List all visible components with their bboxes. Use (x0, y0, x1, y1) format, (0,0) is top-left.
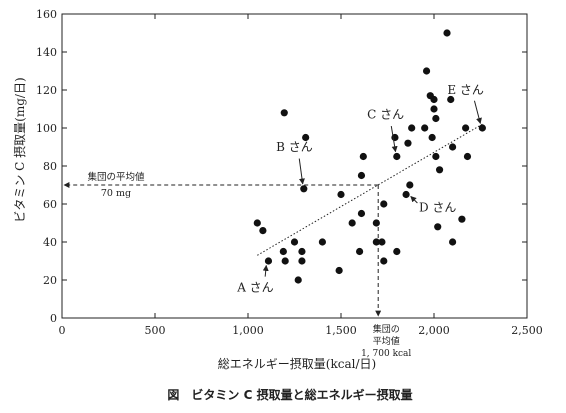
data-point (463, 152, 472, 161)
y-tick-label: 140 (36, 46, 57, 59)
figure-caption: 図 ビタミン C 摂取量と総エネルギー摂取量 (167, 387, 412, 402)
person-annotation-label: D さん (419, 201, 456, 215)
data-point (279, 247, 287, 256)
trend-line (257, 123, 483, 256)
data-point (443, 29, 451, 37)
x-tick-label: 1,500 (325, 324, 357, 337)
person-annotation-arrow (262, 264, 269, 277)
person-annotation-arrow (473, 100, 482, 125)
data-point (434, 223, 442, 231)
data-point (357, 209, 366, 218)
data-point (335, 266, 343, 275)
data-point (253, 219, 261, 227)
data-point (372, 238, 380, 246)
person-annotation-arrow (410, 195, 418, 204)
data-point (428, 133, 436, 142)
y-tick-label: 120 (36, 84, 57, 97)
data-point (357, 171, 366, 180)
data-point (318, 238, 326, 246)
data-point (337, 190, 345, 199)
data-point (372, 219, 380, 227)
mean-x-label: 集団の (373, 323, 400, 335)
mean-x-label: 平均値 (373, 335, 400, 347)
data-point (478, 124, 486, 132)
y-tick-label: 160 (36, 8, 57, 21)
data-point (259, 227, 267, 235)
data-point (380, 200, 388, 208)
data-point (348, 219, 356, 227)
mean-y-label: 集団の平均値 (87, 171, 145, 183)
data-point (380, 257, 388, 265)
data-point (298, 257, 306, 265)
y-tick-label: 80 (43, 160, 57, 173)
person-annotation-arrow (298, 158, 305, 185)
x-tick-label: 2,000 (418, 324, 450, 337)
person-annotation-label: A さん (236, 280, 273, 294)
data-point (422, 67, 431, 75)
x-tick-label: 500 (145, 324, 166, 337)
person-annotation-label: E さん (447, 83, 484, 97)
data-point (393, 247, 401, 256)
mean-x-label: 1, 700 kcal (361, 349, 411, 359)
person-annotation-label: B さん (276, 140, 313, 154)
data-point (294, 276, 302, 284)
data-point (359, 152, 367, 161)
data-point (430, 95, 438, 104)
data-point (393, 152, 401, 161)
data-point (264, 257, 273, 265)
data-point (432, 152, 440, 161)
data-point (449, 143, 457, 151)
data-point (421, 124, 429, 132)
x-tick-label: 1,000 (232, 324, 264, 337)
data-point (281, 257, 289, 265)
data-point (302, 133, 310, 142)
y-tick-label: 40 (43, 236, 57, 249)
plot-frame (61, 13, 528, 319)
data-point (280, 109, 288, 117)
data-point (447, 95, 455, 104)
y-tick-label: 60 (43, 198, 57, 211)
data-point (290, 238, 299, 246)
data-point (378, 238, 386, 246)
mean-y-value-label: 70 mg (101, 188, 131, 199)
data-point (406, 181, 414, 189)
y-tick-label: 100 (36, 122, 57, 135)
data-point (300, 185, 308, 193)
data-point (402, 190, 410, 199)
person-annotation-label: C さん (367, 108, 404, 122)
data-point (449, 238, 457, 246)
y-axis-label: ビタミン C 摂取量(mg/日) (12, 77, 27, 222)
x-tick-label: 2,500 (511, 324, 543, 337)
data-point (430, 105, 438, 113)
data-point (404, 139, 412, 147)
x-axis-label: 総エネルギー摂取量(kcal/日) (218, 356, 376, 371)
data-point (432, 114, 440, 123)
person-annotation-arrow (390, 126, 398, 153)
data-point (356, 247, 364, 256)
data-point (435, 166, 444, 174)
y-tick-label: 0 (50, 312, 57, 325)
x-tick-label: 0 (59, 324, 66, 337)
data-point (462, 124, 470, 132)
data-point (458, 215, 466, 223)
data-point (408, 124, 416, 132)
y-tick-label: 20 (43, 274, 57, 287)
data-point (298, 247, 306, 256)
